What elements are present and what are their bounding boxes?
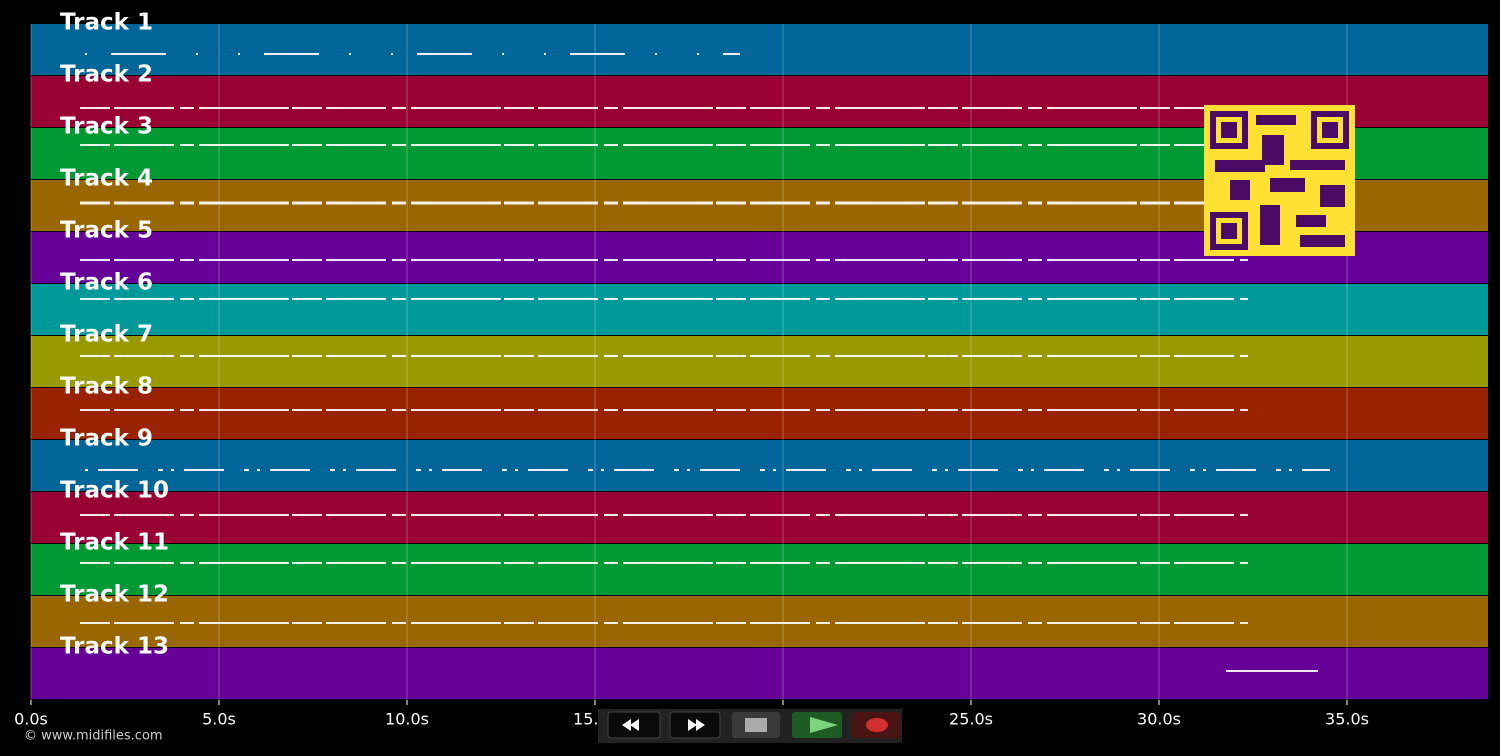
track-label: Track 10	[60, 478, 169, 504]
tick-label: 30.0s	[1137, 710, 1181, 729]
stop-button[interactable]	[732, 712, 780, 738]
record-button[interactable]	[852, 712, 900, 738]
track-label: Track 13	[60, 634, 169, 660]
track-label: Track 6	[60, 270, 153, 296]
track-label: Track 3	[60, 114, 153, 140]
grid	[30, 24, 1348, 700]
track-lane	[31, 648, 1488, 699]
qr-code	[1204, 105, 1355, 256]
track-lane	[31, 284, 1488, 335]
track-lane	[31, 24, 1488, 75]
track-label: Track 4	[60, 166, 153, 192]
track-label: Track 5	[60, 218, 153, 244]
track-label: Track 8	[60, 374, 153, 400]
track-lane	[31, 336, 1488, 387]
track-lane	[31, 440, 1488, 491]
track-label: Track 1	[60, 10, 153, 36]
track-lane	[31, 544, 1488, 595]
tick-label: 5.0s	[202, 710, 236, 729]
track-lane	[31, 596, 1488, 647]
credit: © www.midifiles.com	[24, 729, 163, 744]
track-lane	[31, 492, 1488, 543]
tick-label: 10.0s	[385, 710, 429, 729]
tick-label: 35.0s	[1325, 710, 1369, 729]
track-label: Track 9	[60, 426, 153, 452]
play-button[interactable]	[792, 712, 842, 738]
track-labels: Track 1 Track 2 Track 3 Track 4 Track 5 Track…	[60, 10, 169, 660]
track-label: Track 7	[60, 322, 153, 348]
transport-controls	[598, 709, 902, 743]
forward-button[interactable]	[669, 711, 721, 739]
track-label: Track 11	[60, 530, 169, 556]
note-lines	[80, 53, 1330, 672]
tick-label: 25.0s	[949, 710, 993, 729]
track-lane	[31, 388, 1488, 439]
rewind-button[interactable]	[607, 711, 661, 739]
tick-label: 0.0s	[14, 710, 48, 729]
track-label: Track 2	[60, 62, 153, 88]
track-label: Track 12	[60, 582, 169, 608]
